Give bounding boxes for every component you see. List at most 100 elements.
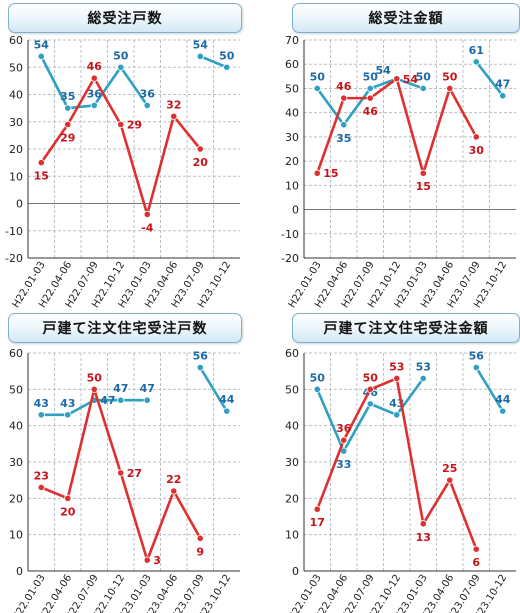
chart-1-title: 総受注戸数 bbox=[8, 3, 242, 33]
data-label: 50 bbox=[416, 70, 432, 83]
data-label: 27 bbox=[127, 467, 142, 480]
data-label: 46 bbox=[87, 60, 103, 73]
data-label: 30 bbox=[469, 144, 485, 157]
data-label: 15 bbox=[34, 170, 49, 183]
data-point bbox=[37, 411, 45, 419]
data-label: 29 bbox=[60, 131, 75, 144]
data-point bbox=[419, 520, 427, 528]
data-point bbox=[340, 121, 348, 129]
chart-1: -20-100102030405060H22.01-03H22.04-06H22… bbox=[5, 34, 240, 310]
y-tick-label: 30 bbox=[285, 131, 299, 144]
data-point bbox=[223, 407, 231, 415]
data-label: 43 bbox=[34, 397, 49, 410]
chart-4-title: 戸建て注文住宅受注金額 bbox=[292, 313, 520, 343]
y-tick-label: 40 bbox=[285, 107, 299, 120]
data-point bbox=[64, 494, 72, 502]
data-point bbox=[366, 385, 374, 393]
y-tick-label: 30 bbox=[285, 456, 299, 469]
data-point bbox=[143, 101, 151, 110]
data-label: 15 bbox=[323, 167, 338, 180]
data-label: 25 bbox=[442, 462, 457, 475]
y-tick-label: 60 bbox=[9, 34, 23, 47]
data-label: 17 bbox=[310, 516, 325, 529]
data-label: 56 bbox=[193, 350, 209, 363]
data-label: 54 bbox=[34, 38, 50, 51]
y-tick-label: 60 bbox=[285, 58, 299, 71]
data-point bbox=[446, 84, 454, 93]
x-tick-label: H22.01-03 bbox=[287, 573, 324, 613]
data-point bbox=[313, 169, 321, 177]
data-label: 20 bbox=[193, 156, 209, 169]
data-label: 29 bbox=[127, 118, 142, 131]
data-label: 44 bbox=[495, 393, 511, 406]
data-point bbox=[313, 84, 321, 93]
data-label: 15 bbox=[416, 180, 431, 193]
data-point bbox=[393, 374, 401, 383]
data-point bbox=[64, 120, 72, 129]
y-tick-label: 10 bbox=[9, 529, 23, 542]
y-tick-label: 40 bbox=[9, 89, 23, 102]
data-label: 54 bbox=[375, 64, 391, 77]
data-label: 23 bbox=[34, 469, 49, 482]
data-label: 46 bbox=[363, 105, 379, 118]
data-point bbox=[90, 101, 98, 110]
y-tick-label: 70 bbox=[285, 34, 299, 47]
data-label: 53 bbox=[389, 360, 404, 373]
data-point bbox=[196, 52, 204, 60]
y-tick-label: 10 bbox=[9, 170, 23, 183]
data-point bbox=[170, 112, 178, 120]
chart-3: 0102030405060H22.01-03H22.04-06H22.07-09… bbox=[9, 347, 240, 613]
y-tick-label: 10 bbox=[285, 179, 299, 192]
data-point bbox=[393, 411, 401, 419]
data-label: 47 bbox=[495, 78, 510, 91]
data-label: 36 bbox=[140, 87, 156, 100]
data-label: 50 bbox=[113, 49, 129, 62]
series-line bbox=[199, 366, 228, 412]
data-point bbox=[472, 58, 480, 66]
data-point bbox=[366, 400, 374, 408]
data-label: 32 bbox=[166, 98, 181, 111]
data-point bbox=[340, 94, 348, 102]
y-tick-label: 0 bbox=[16, 198, 23, 211]
data-point bbox=[340, 436, 348, 444]
data-point bbox=[37, 483, 45, 492]
data-point bbox=[393, 75, 401, 83]
y-tick-label: 20 bbox=[285, 492, 299, 505]
data-point bbox=[313, 505, 321, 513]
data-point bbox=[472, 363, 480, 372]
data-label: 35 bbox=[60, 90, 75, 103]
data-label: 50 bbox=[219, 49, 235, 62]
y-tick-label: -20 bbox=[281, 252, 299, 265]
data-point bbox=[313, 385, 321, 393]
chart-2: -20-10010203040506070H22.01-03H22.04-06H… bbox=[281, 34, 516, 310]
y-tick-label: -10 bbox=[5, 225, 23, 238]
y-tick-label: 20 bbox=[285, 155, 299, 168]
data-point bbox=[143, 556, 151, 564]
y-tick-label: 10 bbox=[285, 529, 299, 542]
data-point bbox=[170, 487, 178, 495]
data-point bbox=[143, 396, 151, 404]
data-point bbox=[90, 385, 98, 393]
data-label: 22 bbox=[166, 473, 181, 486]
y-tick-label: 50 bbox=[9, 61, 23, 74]
data-label: 56 bbox=[469, 350, 485, 363]
data-point bbox=[472, 133, 480, 141]
data-label: 50 bbox=[310, 70, 326, 83]
data-point bbox=[419, 169, 427, 177]
data-point bbox=[117, 469, 125, 477]
data-label: 47 bbox=[113, 382, 128, 395]
data-point bbox=[37, 52, 45, 60]
data-label: 33 bbox=[336, 458, 351, 471]
data-label: 36 bbox=[336, 422, 352, 435]
y-tick-label: -10 bbox=[281, 228, 299, 241]
data-point bbox=[366, 94, 374, 102]
data-point bbox=[196, 534, 204, 542]
data-point bbox=[499, 407, 507, 415]
data-label: 6 bbox=[472, 556, 480, 569]
y-tick-label: 0 bbox=[292, 204, 299, 217]
data-label: 35 bbox=[336, 132, 351, 145]
data-point bbox=[196, 145, 204, 153]
data-label: 53 bbox=[416, 360, 431, 373]
data-label: 43 bbox=[60, 397, 75, 410]
data-label: 47 bbox=[140, 382, 155, 395]
